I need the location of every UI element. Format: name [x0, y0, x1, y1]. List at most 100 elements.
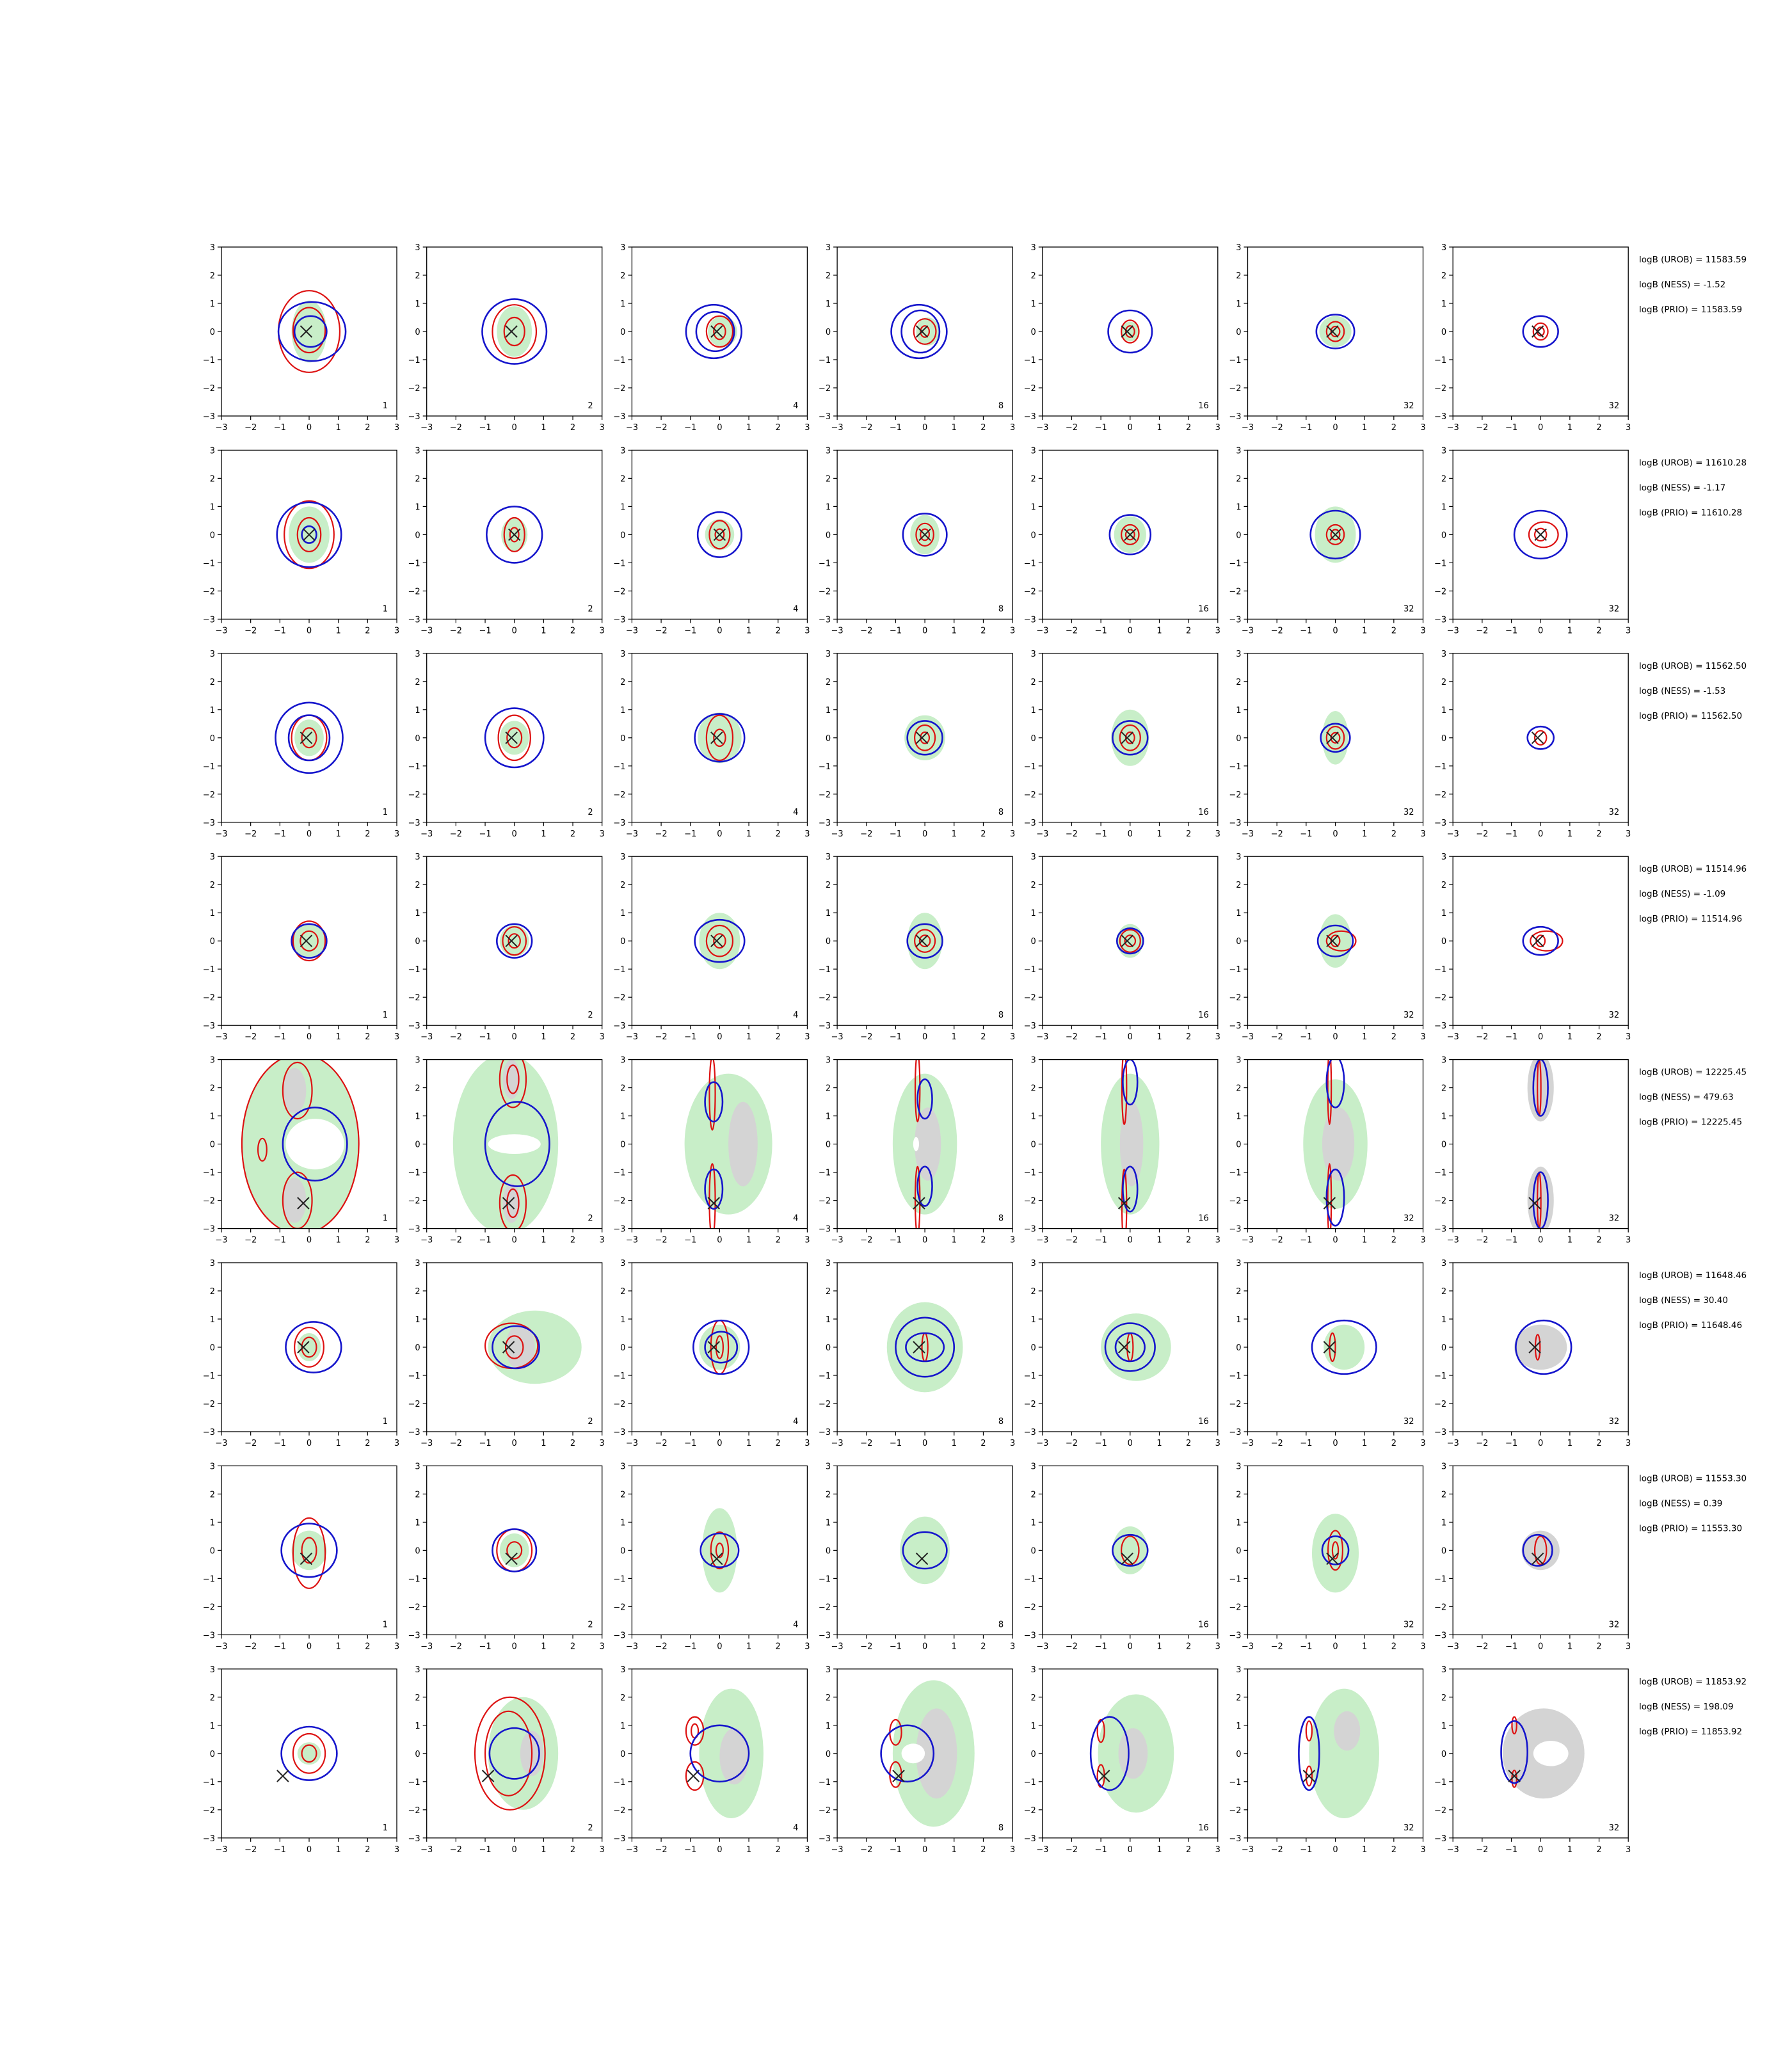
plot-area: [1303, 1059, 1368, 1229]
x-tick-label: 1: [1156, 1845, 1162, 1855]
x-tick-label: 0: [1332, 1845, 1338, 1855]
x-tick-label: 2: [1596, 1032, 1601, 1042]
x-tick-label: 1: [746, 829, 751, 839]
x-tick-label: 2: [1186, 829, 1191, 839]
y-tick-label: −1: [1434, 1372, 1446, 1381]
y-tick-label: −2: [203, 1603, 215, 1612]
contour-blue: [916, 1165, 933, 1207]
y-tick-label: 1: [415, 706, 420, 716]
x-tick-label: −3: [420, 1032, 433, 1042]
x-tick-label: 0: [307, 1642, 312, 1651]
panel-count-label: 1: [383, 1214, 388, 1224]
x-tick-label: 2: [570, 626, 575, 636]
panel: −3−3 −2 −2 −1 −1 0 0 1 1 2 2 3 3 4: [613, 1665, 810, 1855]
contour-red: [705, 924, 734, 957]
x-tick-label: 3: [1215, 829, 1220, 839]
y-tick-label: −3: [408, 412, 420, 422]
x-tick-label: 0: [1128, 1845, 1133, 1855]
y-tick-label: −1: [1229, 1372, 1241, 1381]
x-tick-label: −3: [626, 626, 638, 636]
panel-count-label: 32: [1404, 808, 1414, 817]
plot-area: [1522, 315, 1559, 348]
contour-red: [503, 516, 525, 552]
x-tick-label: 1: [1567, 829, 1572, 839]
x-tick-label: 2: [776, 1845, 781, 1855]
contour-blue: [694, 918, 746, 963]
y-tick-label: 3: [826, 1259, 831, 1268]
contour-blue: [880, 1724, 935, 1783]
y-tick-label: −3: [1229, 412, 1241, 422]
contour-red: [1124, 934, 1137, 948]
x-tick-label: 1: [1156, 1236, 1162, 1245]
density-fill: [702, 1508, 737, 1593]
y-tick-label: 2: [826, 1084, 831, 1094]
y-tick-label: −2: [613, 1806, 625, 1816]
logb-annotation: logB (NESS) = 479.63: [1639, 1092, 1734, 1103]
contour-blue: [906, 720, 943, 756]
contour-red: [1325, 321, 1345, 342]
x-tick-label: −1: [479, 1845, 491, 1855]
x-tick-label: 1: [746, 1439, 751, 1448]
y-tick-label: 1: [1236, 1722, 1241, 1731]
x-marker: [915, 325, 929, 338]
x-tick-label: 1: [952, 829, 957, 839]
contour-red: [1124, 529, 1135, 541]
x-tick-label: 3: [600, 1236, 605, 1245]
y-tick-label: 1: [1031, 1112, 1036, 1122]
plot-area: [904, 715, 946, 761]
contour-red: [914, 929, 936, 953]
x-tick-label: −2: [244, 1236, 257, 1245]
contour-red: [282, 1171, 313, 1229]
x-marker: [1326, 934, 1339, 947]
panel-count-label: 4: [793, 1011, 798, 1020]
contour-blue: [916, 1078, 933, 1120]
y-tick-label: 2: [826, 271, 831, 281]
y-tick-label: 1: [826, 706, 831, 716]
panel: −3−3 −2 −2 −1 −1 0 0 1 1 2 2 3 3 4: [613, 446, 810, 636]
x-tick-label: 0: [922, 1032, 927, 1042]
panel-count-label: 32: [1609, 1417, 1620, 1427]
panel: −3−3 −2 −2 −1 −1 0 0 1 1 2 2 3 3 32: [1229, 852, 1425, 1042]
panel-count-label: 16: [1198, 604, 1209, 614]
contour-blue: [1532, 1171, 1549, 1229]
plot-area: [1111, 709, 1149, 766]
x-tick-label: 3: [804, 1236, 810, 1245]
x-tick-label: −1: [274, 1236, 286, 1245]
contour-red: [1331, 1541, 1340, 1560]
y-tick-label: 0: [826, 734, 831, 744]
x-tick-label: −2: [655, 1439, 667, 1448]
x-tick-label: −3: [215, 829, 227, 839]
contour-red: [1121, 1059, 1128, 1125]
x-tick-label: 0: [512, 829, 517, 839]
y-tick-label: 0: [415, 1750, 420, 1759]
x-tick-label: 2: [365, 626, 370, 636]
plot-area: [241, 1059, 360, 1229]
panel: −3−3 −2 −2 −1 −1 0 0 1 1 2 2 3 3 2: [408, 1056, 605, 1245]
y-tick-label: 0: [210, 937, 215, 947]
plot-area: [1513, 509, 1568, 560]
x-tick-label: −1: [684, 1642, 696, 1651]
x-tick-label: −2: [655, 1032, 667, 1042]
y-tick-label: −3: [1229, 1225, 1241, 1235]
contour-red: [1096, 1718, 1105, 1743]
plot-area: [900, 1516, 950, 1585]
logb-annotation: logB (PRIO) = 11853.92: [1639, 1727, 1742, 1737]
y-tick-label: −2: [1434, 1400, 1446, 1409]
y-tick-label: 3: [1031, 650, 1036, 659]
contour-red: [301, 1537, 317, 1564]
x-tick-label: 0: [922, 1642, 927, 1651]
x-tick-label: 1: [1362, 1845, 1367, 1855]
panel: −3−3 −2 −2 −1 −1 0 0 1 1 2 2 3 3 16: [1024, 243, 1220, 433]
density-fill: [499, 721, 529, 755]
x-tick-label: −1: [890, 1236, 902, 1245]
plot-area: [1320, 711, 1351, 765]
panel: −3−3 −2 −2 −1 −1 0 0 1 1 2 2 3 3 16: [1024, 1259, 1220, 1448]
x-marker: [1117, 1341, 1131, 1354]
x-tick-label: 3: [600, 1845, 605, 1855]
x-tick-label: 0: [922, 626, 927, 636]
density-fill: [291, 1530, 327, 1571]
panel: −3−3 −2 −2 −1 −1 0 0 1 1 2 2 3 3 2: [408, 446, 605, 636]
y-tick-label: −3: [613, 1021, 625, 1031]
x-tick-label: 0: [1538, 1236, 1543, 1245]
x-tick-label: 3: [1420, 1032, 1425, 1042]
